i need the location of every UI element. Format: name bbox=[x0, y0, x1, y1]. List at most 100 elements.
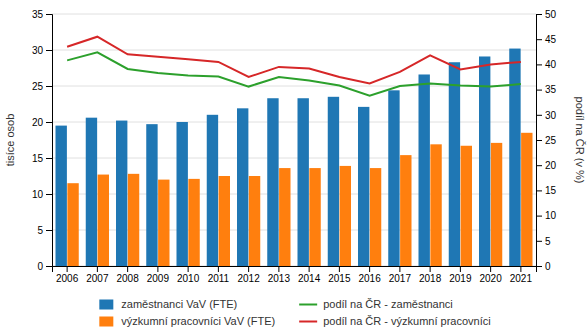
bar bbox=[418, 74, 429, 266]
bar bbox=[188, 179, 199, 266]
tick-mark bbox=[46, 122, 52, 123]
tick: 50 bbox=[536, 9, 557, 20]
tick-mark bbox=[536, 64, 542, 65]
tick-label: 50 bbox=[545, 9, 557, 20]
bar bbox=[67, 183, 78, 266]
tick-label: 2013 bbox=[268, 273, 291, 284]
tick: 30 bbox=[536, 110, 557, 121]
tick: 2017 bbox=[389, 266, 412, 284]
tick-label: 2014 bbox=[298, 273, 321, 284]
tick-mark bbox=[369, 266, 370, 272]
legend-swatch bbox=[299, 321, 317, 323]
tick-mark bbox=[309, 266, 310, 272]
tick: 2018 bbox=[419, 266, 442, 284]
y2-axis: 05101520253035404550 bbox=[536, 9, 557, 272]
bar bbox=[430, 144, 441, 266]
marks bbox=[55, 37, 532, 266]
bar bbox=[176, 122, 187, 266]
line bbox=[67, 52, 521, 95]
bar bbox=[358, 107, 369, 266]
tick-label: 2017 bbox=[389, 273, 412, 284]
tick-mark bbox=[157, 266, 158, 272]
tick: 2020 bbox=[480, 266, 503, 284]
tick: 15 bbox=[536, 185, 557, 196]
tick-label: 20 bbox=[545, 160, 557, 171]
legend: zaměstnanci VaV (FTE)výzkumní pracovníci… bbox=[99, 298, 490, 327]
bar-series bbox=[67, 133, 532, 266]
plot: 2006200720082009201020112012201320142015… bbox=[4, 9, 586, 284]
tick-label: 45 bbox=[545, 34, 557, 45]
tick-mark bbox=[536, 140, 542, 141]
tick-label: 5 bbox=[545, 236, 551, 247]
axis-line bbox=[53, 267, 537, 273]
tick-mark bbox=[339, 266, 340, 272]
legend-label: zaměstnanci VaV (FTE) bbox=[121, 298, 237, 310]
bar bbox=[219, 176, 230, 266]
tick: 25 bbox=[32, 81, 52, 92]
tick: 35 bbox=[536, 84, 557, 95]
chart: 2006200720082009201020112012201320142015… bbox=[0, 0, 588, 336]
tick: 20 bbox=[536, 160, 557, 171]
tick-label: 30 bbox=[545, 110, 557, 121]
tick-label: 10 bbox=[32, 189, 44, 200]
bar bbox=[55, 126, 66, 266]
tick-label: 15 bbox=[545, 185, 557, 196]
legend-item: podíl na ČR - výzkumní pracovníci bbox=[299, 315, 491, 327]
tick-mark bbox=[536, 165, 542, 166]
legend-swatch bbox=[299, 304, 317, 306]
legend-swatch bbox=[99, 300, 113, 310]
tick: 45 bbox=[536, 34, 557, 45]
tick: 2016 bbox=[359, 266, 382, 284]
tick-label: 2008 bbox=[117, 273, 140, 284]
bar bbox=[98, 175, 109, 266]
tick-mark bbox=[127, 266, 128, 272]
bar bbox=[267, 98, 278, 266]
tick-label: 20 bbox=[32, 117, 44, 128]
bar bbox=[449, 62, 460, 266]
tick-label: 2012 bbox=[238, 273, 261, 284]
tick-mark bbox=[460, 266, 461, 272]
tick: 35 bbox=[32, 9, 52, 20]
line bbox=[67, 37, 521, 84]
tick-label: 0 bbox=[545, 261, 551, 272]
tick-label: 2009 bbox=[147, 273, 170, 284]
tick: 20 bbox=[32, 117, 52, 128]
tick: 0 bbox=[37, 261, 52, 272]
bar bbox=[237, 108, 248, 266]
grid-line bbox=[52, 50, 536, 51]
tick-mark bbox=[536, 115, 542, 116]
tick: 2010 bbox=[177, 266, 200, 284]
y-axis: 0 5 10 15 20 25 30 35 bbox=[32, 9, 53, 272]
bar bbox=[207, 115, 218, 266]
tick-mark bbox=[46, 14, 52, 15]
bar bbox=[116, 121, 127, 266]
tick-mark bbox=[46, 194, 52, 195]
tick: 5 bbox=[536, 236, 551, 247]
tick-mark bbox=[46, 230, 52, 231]
tick: 10 bbox=[32, 189, 52, 200]
tick-label: 25 bbox=[545, 135, 557, 146]
tick: 2007 bbox=[86, 266, 109, 284]
tick-mark bbox=[97, 266, 98, 272]
tick-label: 15 bbox=[32, 153, 44, 164]
bar bbox=[491, 143, 502, 266]
tick-label: 5 bbox=[37, 225, 43, 236]
tick-label: 0 bbox=[37, 261, 43, 272]
tick-mark bbox=[520, 266, 521, 272]
tick-mark bbox=[248, 266, 249, 272]
bar bbox=[146, 124, 157, 266]
tick: 2013 bbox=[268, 266, 291, 284]
tick: 2006 bbox=[56, 266, 79, 284]
tick-label: 25 bbox=[32, 81, 44, 92]
bar bbox=[328, 97, 339, 266]
tick: 2014 bbox=[298, 266, 321, 284]
tick-mark bbox=[430, 266, 431, 272]
tick-label: 2016 bbox=[359, 273, 382, 284]
bar bbox=[521, 133, 532, 266]
tick-label: 2018 bbox=[419, 273, 442, 284]
tick: 30 bbox=[32, 45, 52, 56]
bar bbox=[309, 168, 320, 266]
tick-label: 2019 bbox=[449, 273, 472, 284]
tick-label: 2007 bbox=[86, 273, 109, 284]
legend-label: podíl na ČR - výzkumní pracovníci bbox=[323, 315, 491, 327]
